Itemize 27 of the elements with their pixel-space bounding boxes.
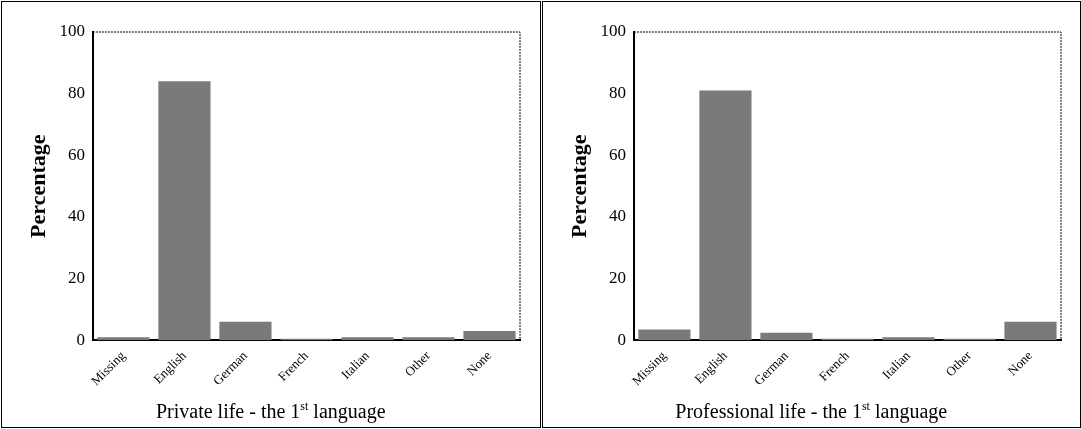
- y-tick-label: 20: [67, 268, 85, 288]
- y-tick-label: 40: [67, 206, 85, 226]
- bar: [698, 90, 752, 341]
- bar: [219, 321, 272, 341]
- bar: [881, 337, 935, 341]
- bar: [759, 332, 813, 341]
- y-tick-label: 0: [616, 329, 626, 349]
- y-tick-label: 0: [76, 329, 85, 349]
- y-axis-title: Percentage: [565, 134, 591, 238]
- y-tick-label: 100: [59, 21, 85, 41]
- bar: [402, 337, 455, 341]
- text: Private life - the 1$^{st}$ language: [154, 399, 387, 423]
- bar: [341, 337, 394, 341]
- bar: [97, 337, 150, 341]
- y-tick-label: 60: [608, 144, 626, 164]
- bar: [1003, 321, 1057, 341]
- y-axis-title: Percentage: [24, 134, 50, 238]
- bar: [463, 331, 516, 341]
- text: Professional life - the 1$^{st}$ language: [674, 399, 949, 423]
- y-tick-label: 20: [608, 268, 626, 288]
- y-tick-label: 100: [599, 21, 626, 41]
- y-tick-label: 80: [67, 83, 85, 103]
- y-tick-label: 60: [67, 144, 85, 164]
- y-tick-label: 40: [608, 206, 626, 226]
- y-tick-label: 80: [608, 83, 626, 103]
- bar: [637, 329, 690, 341]
- bar: [158, 81, 211, 341]
